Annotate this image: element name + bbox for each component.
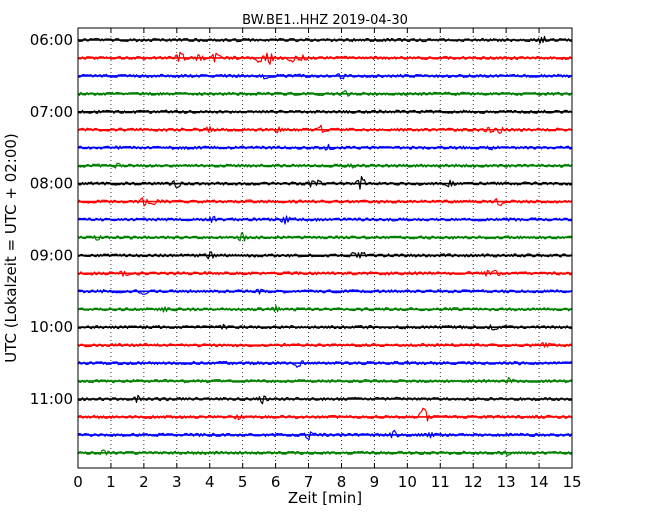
trace-0600 [77,35,572,44]
y-tick-label: 11:00 [30,390,73,408]
trace-0730 [77,143,572,151]
y-tick-label: 09:00 [30,246,73,264]
trace-0900 [77,251,572,260]
x-tick-label: 13 [497,473,516,491]
trace-line [77,51,572,65]
x-tick-label: 7 [304,473,314,491]
trace-1000 [77,323,572,331]
trace-line [77,429,573,441]
x-tick-label: 4 [205,473,215,491]
trace-0645 [77,90,573,97]
y-axis-ticks: 06:00 07:00 08:00 09:00 10:00 11:00 [30,31,572,408]
trace-1145 [77,449,572,457]
traces [77,35,573,457]
trace-0630 [77,73,572,80]
y-tick-label: 08:00 [30,175,73,193]
trace-0930 [77,288,572,295]
trace-line [77,73,572,80]
x-tick-label: 11 [431,473,450,491]
trace-1015 [77,342,572,348]
x-tick-label: 1 [106,473,116,491]
y-tick-label: 07:00 [30,103,73,121]
trace-0945 [77,305,572,313]
x-tick-label: 14 [530,473,549,491]
y-tick-label: 06:00 [30,31,73,49]
x-tick-label: 5 [238,473,248,491]
x-tick-label: 6 [271,473,281,491]
trace-0815 [77,197,572,207]
x-tick-label: 12 [464,473,483,491]
x-tick-label: 9 [370,473,380,491]
x-axis-ticks: 0 1 2 3 4 5 6 7 8 9 10 11 12 13 14 15 [73,28,582,491]
trace-1100 [77,394,572,405]
trace-0845 [77,232,572,242]
x-tick-label: 15 [562,473,581,491]
trace-0800 [77,175,572,190]
y-axis-label: UTC (Lokalzeit = UTC + 02:00) [2,133,20,363]
trace-0915 [78,269,572,277]
grid-lines [110,28,540,468]
trace-0830 [77,215,572,225]
x-tick-label: 3 [172,473,182,491]
trace-line [77,407,572,422]
trace-line [77,305,572,313]
trace-1115 [77,407,572,422]
x-tick-label: 0 [73,473,83,491]
x-tick-label: 10 [398,473,417,491]
trace-0745 [77,162,572,169]
trace-0715 [77,124,572,134]
trace-1045 [77,376,572,384]
x-axis-label: Zeit [min] [288,489,362,507]
trace-line [77,360,572,368]
trace-1030 [77,360,572,368]
trace-0615 [77,51,572,65]
y-tick-label: 10:00 [30,318,73,336]
trace-1130 [77,429,573,441]
chart-title: BW.BE1..HHZ 2019-04-30 [242,13,408,28]
x-tick-label: 8 [337,473,347,491]
x-tick-label: 2 [139,473,149,491]
trace-0700 [77,109,572,114]
trace-line [77,342,572,348]
plot-frame [77,27,573,469]
